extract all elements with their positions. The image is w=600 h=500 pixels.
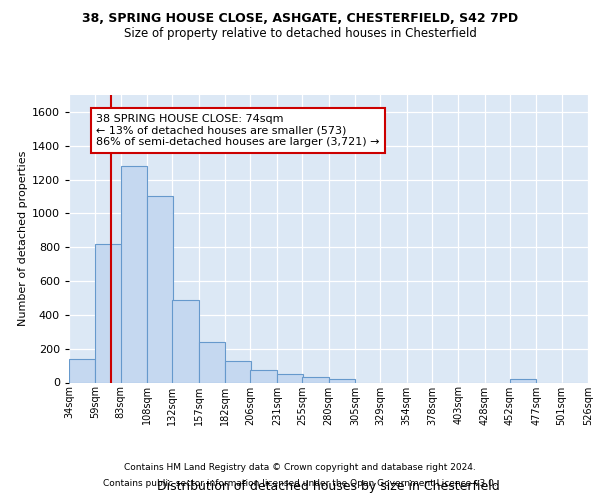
Bar xyxy=(147,196,173,382)
Text: 38 SPRING HOUSE CLOSE: 74sqm
← 13% of detached houses are smaller (573)
86% of s: 38 SPRING HOUSE CLOSE: 74sqm ← 13% of de… xyxy=(97,114,380,147)
Bar xyxy=(225,360,251,382)
Bar xyxy=(329,379,355,382)
Y-axis label: Number of detached properties: Number of detached properties xyxy=(17,151,28,326)
X-axis label: Distribution of detached houses by size in Chesterfield: Distribution of detached houses by size … xyxy=(157,480,500,494)
Bar xyxy=(277,374,303,382)
Bar xyxy=(510,379,536,382)
Text: Contains public sector information licensed under the Open Government Licence v3: Contains public sector information licen… xyxy=(103,478,497,488)
Text: 38, SPRING HOUSE CLOSE, ASHGATE, CHESTERFIELD, S42 7PD: 38, SPRING HOUSE CLOSE, ASHGATE, CHESTER… xyxy=(82,12,518,26)
Bar xyxy=(121,166,147,382)
Text: Contains HM Land Registry data © Crown copyright and database right 2024.: Contains HM Land Registry data © Crown c… xyxy=(124,464,476,472)
Bar xyxy=(199,342,225,382)
Bar xyxy=(69,359,95,382)
Bar xyxy=(172,300,199,382)
Bar xyxy=(302,378,329,382)
Bar xyxy=(95,244,122,382)
Bar xyxy=(250,370,277,382)
Text: Size of property relative to detached houses in Chesterfield: Size of property relative to detached ho… xyxy=(124,28,476,40)
